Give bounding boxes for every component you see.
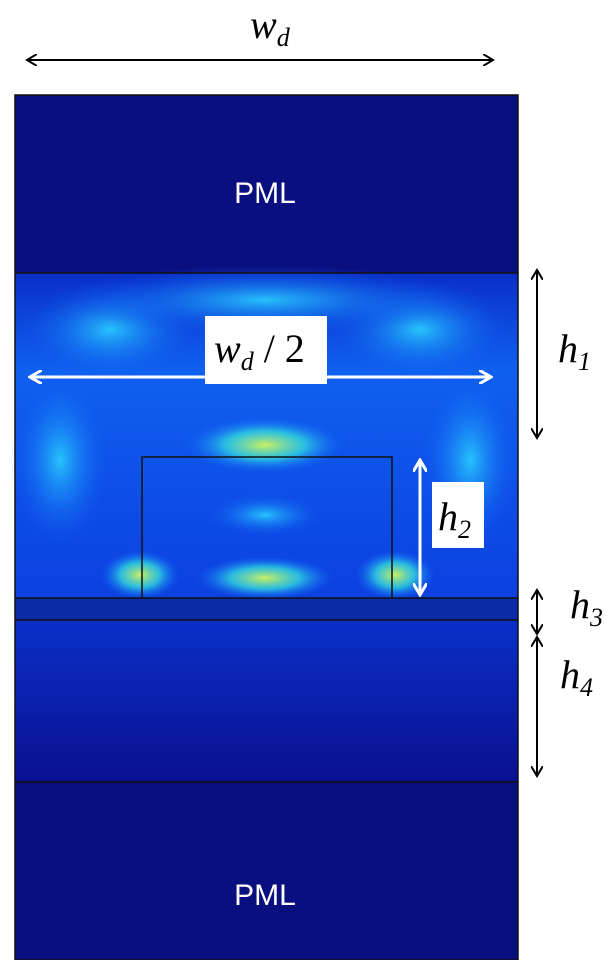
pml-bottom — [15, 782, 518, 960]
dimension-label: h3 — [570, 582, 603, 632]
field-glow — [10, 370, 110, 550]
dimension-label: wd / 2 — [214, 326, 305, 376]
dimension-label: wd — [250, 2, 291, 52]
field-glow — [185, 417, 345, 473]
region-label: PML — [234, 177, 296, 210]
field-bumps — [15, 620, 518, 750]
field-glow — [355, 550, 435, 600]
layer-h3 — [15, 598, 518, 620]
field-glow — [195, 556, 335, 600]
region-label: PML — [234, 879, 296, 912]
field-glow — [100, 550, 180, 600]
field-glow — [205, 493, 325, 537]
dimension-label: h1 — [558, 326, 591, 376]
dimension-label: h4 — [560, 652, 593, 702]
diagram: PML PML wd wd / 2 h1 h2 h3 h4 — [0, 0, 612, 960]
